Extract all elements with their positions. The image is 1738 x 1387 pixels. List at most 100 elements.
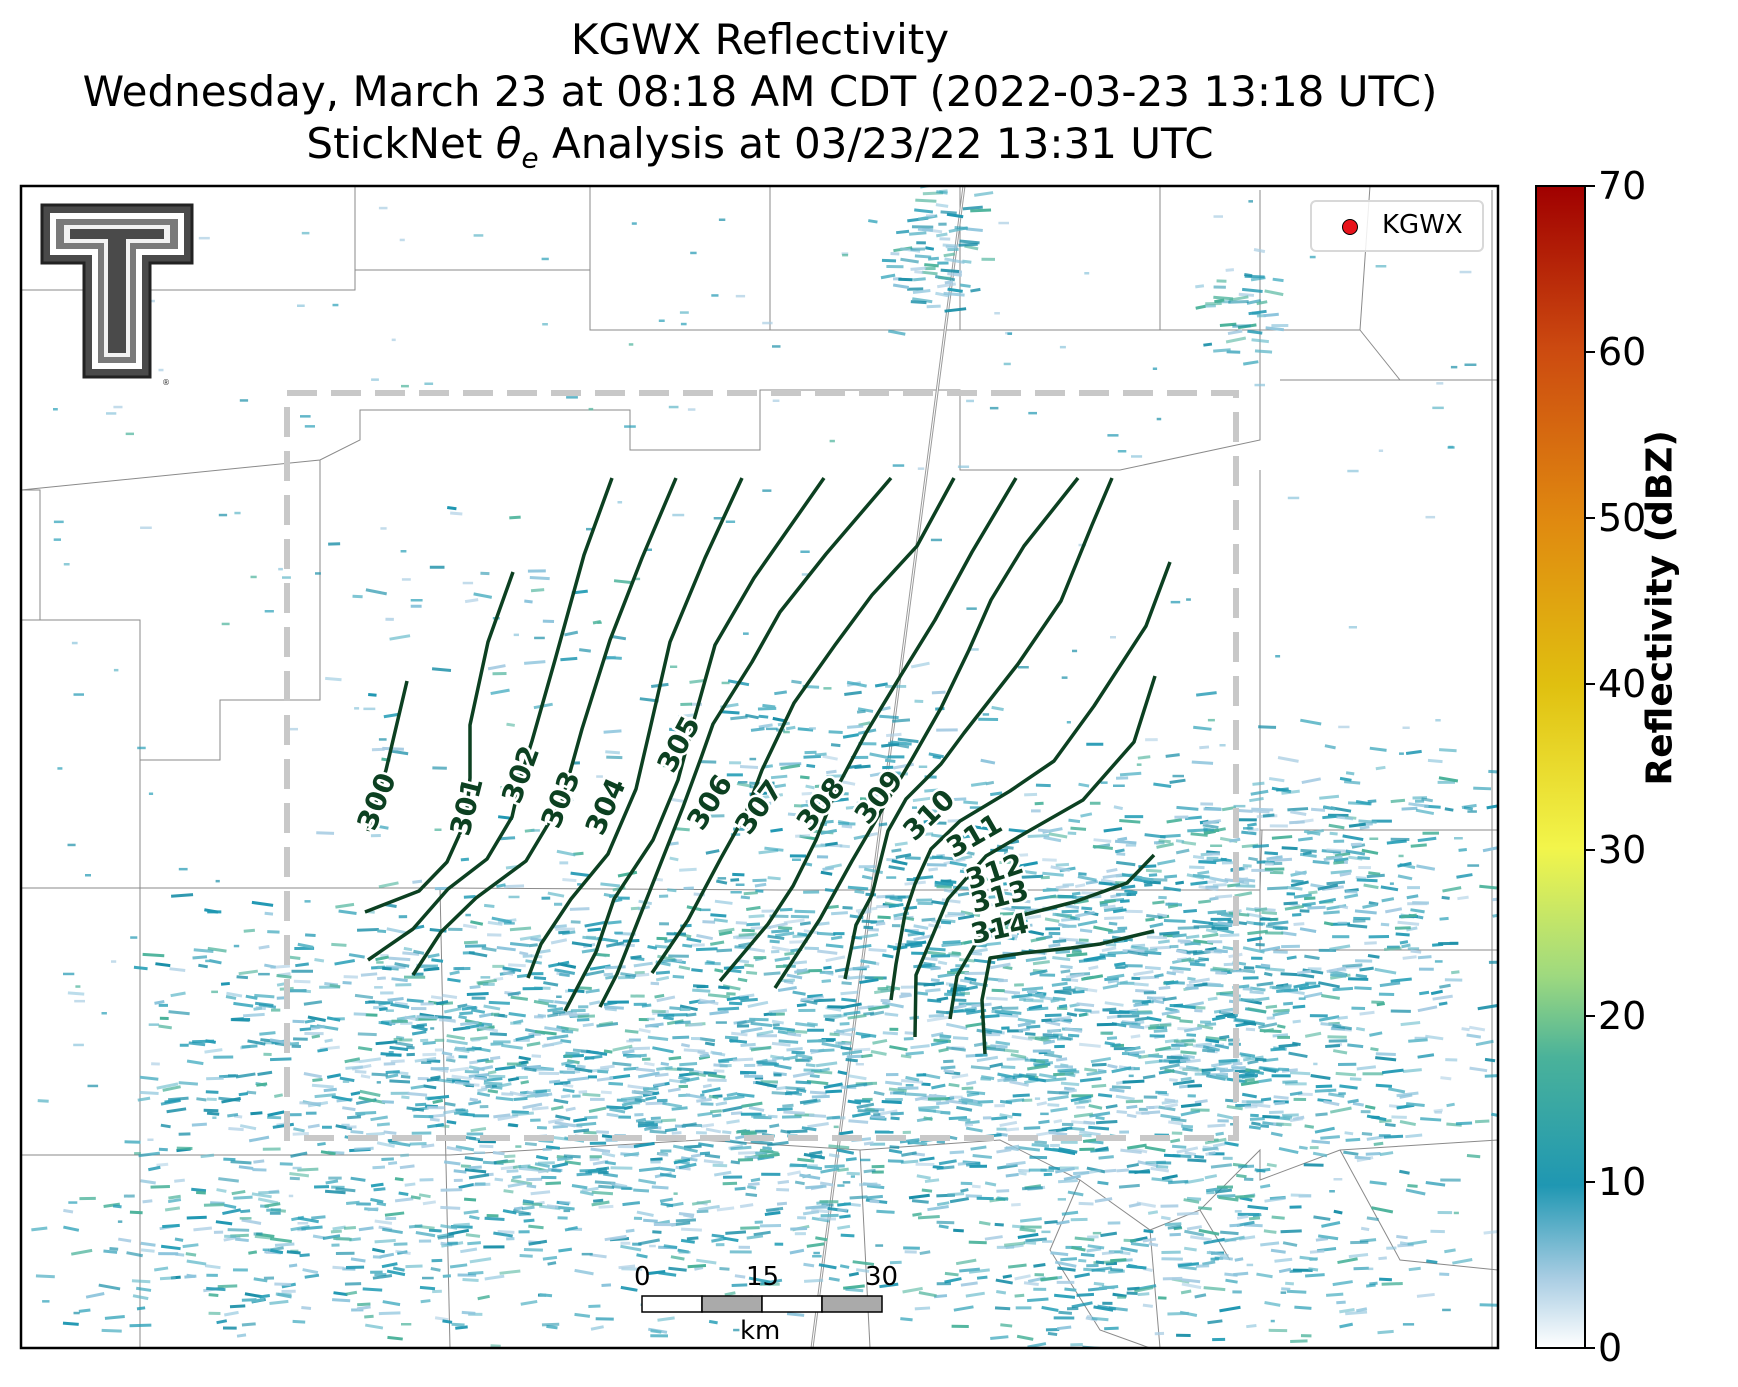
echo-gate — [1430, 1229, 1445, 1234]
echo-gate — [322, 1234, 341, 1240]
echo-gate — [1323, 1100, 1340, 1107]
echo-gate — [772, 345, 781, 348]
echo-gate — [1079, 1130, 1101, 1137]
echo-gate — [855, 1268, 870, 1273]
echo-gate — [1490, 1112, 1498, 1120]
echo-gate — [899, 1138, 920, 1144]
echo-gate — [380, 1052, 402, 1057]
echo-gate — [480, 976, 491, 979]
echo-gate — [772, 399, 780, 402]
echo-gate — [395, 983, 412, 987]
echo-gate — [1227, 882, 1241, 888]
echo-gate — [460, 1164, 472, 1169]
echo-gate — [1205, 1038, 1220, 1044]
echo-gate — [1019, 1217, 1042, 1223]
echo-gate — [753, 1230, 771, 1237]
echo-gate — [805, 798, 819, 804]
echo-gate — [1182, 1127, 1193, 1132]
echo-gate — [846, 1054, 863, 1059]
echo-gate — [140, 526, 152, 529]
echo-gate — [297, 942, 314, 949]
echo-gate — [617, 501, 623, 504]
echo-gate — [394, 962, 410, 968]
echo-gate — [638, 1166, 661, 1172]
echo-gate — [784, 1090, 800, 1096]
echo-gate — [949, 1003, 967, 1011]
echo-gate — [1201, 932, 1219, 939]
echo-gate — [1221, 805, 1237, 812]
echo-gate — [491, 916, 512, 924]
echo-gate — [678, 965, 691, 971]
echo-gate — [971, 1184, 981, 1189]
theta-e-contour-303 — [411, 477, 678, 976]
echo-gate — [499, 1269, 521, 1275]
echo-gate — [1436, 382, 1444, 385]
echo-gate — [1273, 950, 1288, 954]
echo-gate — [493, 1040, 511, 1044]
echo-gate — [101, 1328, 122, 1333]
echo-gate — [1466, 1154, 1481, 1159]
echo-gate — [410, 604, 422, 608]
echo-gate — [699, 1053, 710, 1058]
echo-gate — [948, 952, 962, 956]
echo-gate — [1503, 889, 1516, 892]
echo-gate — [1195, 284, 1205, 289]
echo-gate — [796, 1088, 807, 1093]
echo-gate — [1025, 956, 1047, 963]
echo-gate — [357, 1302, 371, 1307]
echo-gate — [494, 1177, 504, 1182]
echo-gate — [383, 712, 401, 719]
echo-gate — [1312, 1151, 1328, 1158]
echo-gate — [577, 986, 592, 990]
echo-gate — [1359, 825, 1370, 830]
echo-gate — [380, 991, 394, 995]
echo-gate — [579, 1168, 600, 1173]
echo-gate — [707, 1078, 727, 1082]
echo-gate — [960, 1181, 973, 1186]
echo-gate — [838, 822, 856, 826]
echo-gate — [820, 870, 833, 876]
echo-gate — [995, 1040, 1011, 1046]
echo-gate — [771, 929, 790, 934]
echo-gate — [989, 962, 1011, 970]
echo-gate — [1247, 827, 1259, 833]
echo-gate — [290, 1151, 308, 1158]
echo-gate — [314, 1185, 330, 1189]
echo-gate — [1235, 884, 1256, 888]
echo-gate — [1123, 1238, 1137, 1243]
echo-gate — [1048, 1131, 1068, 1137]
echo-gate — [930, 966, 941, 971]
echo-gate — [994, 1306, 1011, 1311]
echo-gate — [882, 1031, 898, 1036]
echo-gate — [547, 891, 565, 898]
echo-gate — [873, 1113, 881, 1116]
echo-gate — [1254, 1168, 1266, 1173]
echo-gate — [598, 1204, 614, 1209]
echo-gate — [1294, 1305, 1312, 1310]
echo-gate — [1149, 1023, 1160, 1028]
echo-gate — [560, 1038, 572, 1044]
echo-gate — [809, 1150, 823, 1156]
echo-gate — [1260, 963, 1271, 968]
echo-gate — [1003, 1241, 1026, 1247]
echo-gate — [346, 1125, 357, 1129]
echo-gate — [510, 995, 529, 1001]
echo-gate — [389, 1045, 409, 1052]
echo-gate — [584, 1115, 598, 1120]
echo-gate — [1000, 1009, 1022, 1015]
echo-gate — [470, 1127, 487, 1133]
echo-gate — [1103, 906, 1124, 913]
echo-gate — [948, 797, 967, 802]
echo-gate — [989, 406, 999, 410]
echo-gate — [1236, 818, 1257, 822]
echo-gate — [1177, 1262, 1200, 1268]
echo-gate — [1049, 1015, 1072, 1022]
echo-gate — [1116, 852, 1126, 856]
echo-gate — [1125, 844, 1137, 847]
echo-gate — [356, 1305, 371, 1311]
echo-gate — [574, 1312, 591, 1318]
echo-gate — [588, 1106, 607, 1113]
echo-gate — [564, 1225, 578, 1232]
echo-gate — [1272, 861, 1283, 866]
echo-gate — [1299, 852, 1317, 858]
